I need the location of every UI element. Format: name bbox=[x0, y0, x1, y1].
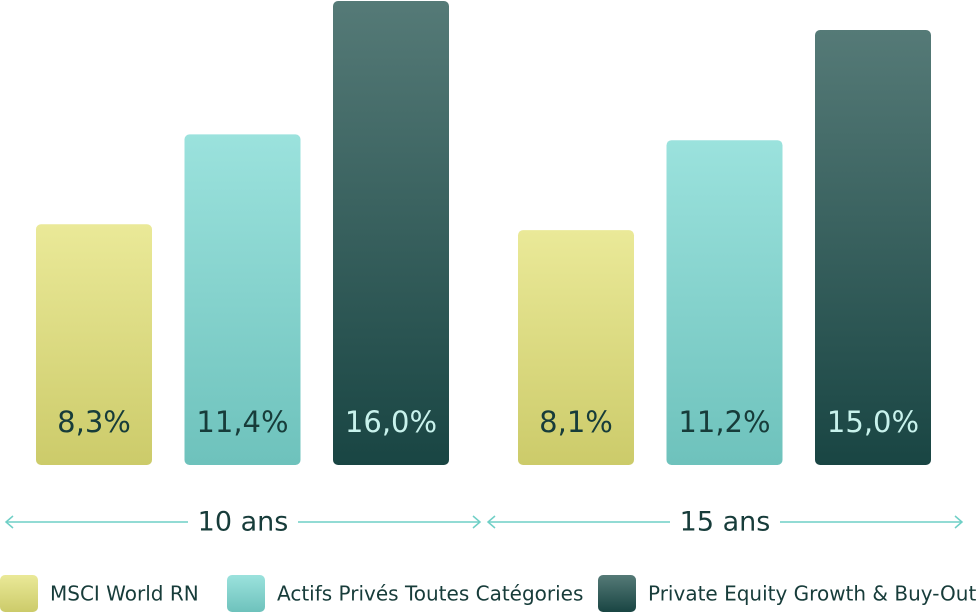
arrow-head bbox=[954, 515, 964, 529]
category-label: 15 ans bbox=[680, 507, 771, 538]
value-label: 11,4% bbox=[196, 405, 288, 439]
legend-label: MSCI World RN bbox=[50, 582, 199, 606]
category-label: 10 ans bbox=[198, 507, 289, 538]
value-label: 11,2% bbox=[678, 405, 770, 439]
bar bbox=[333, 1, 449, 465]
value-label: 15,0% bbox=[827, 405, 919, 439]
legend-swatch bbox=[0, 575, 38, 612]
arrow-head bbox=[4, 515, 14, 529]
bar bbox=[184, 134, 301, 465]
value-label: 8,1% bbox=[539, 405, 613, 439]
bar bbox=[666, 140, 783, 465]
legend-label: Private Equity Growth & Buy-Out bbox=[648, 582, 976, 606]
bar bbox=[815, 30, 931, 465]
arrow-head bbox=[486, 515, 496, 529]
value-label: 8,3% bbox=[57, 405, 131, 439]
legend-swatch bbox=[598, 575, 636, 612]
arrow-head bbox=[472, 515, 482, 529]
legend-label: Actifs Privés Toutes Catégories bbox=[277, 582, 583, 606]
legend-swatch bbox=[227, 575, 265, 612]
bar bbox=[36, 224, 152, 465]
bar bbox=[518, 230, 634, 465]
value-label: 16,0% bbox=[345, 405, 437, 439]
